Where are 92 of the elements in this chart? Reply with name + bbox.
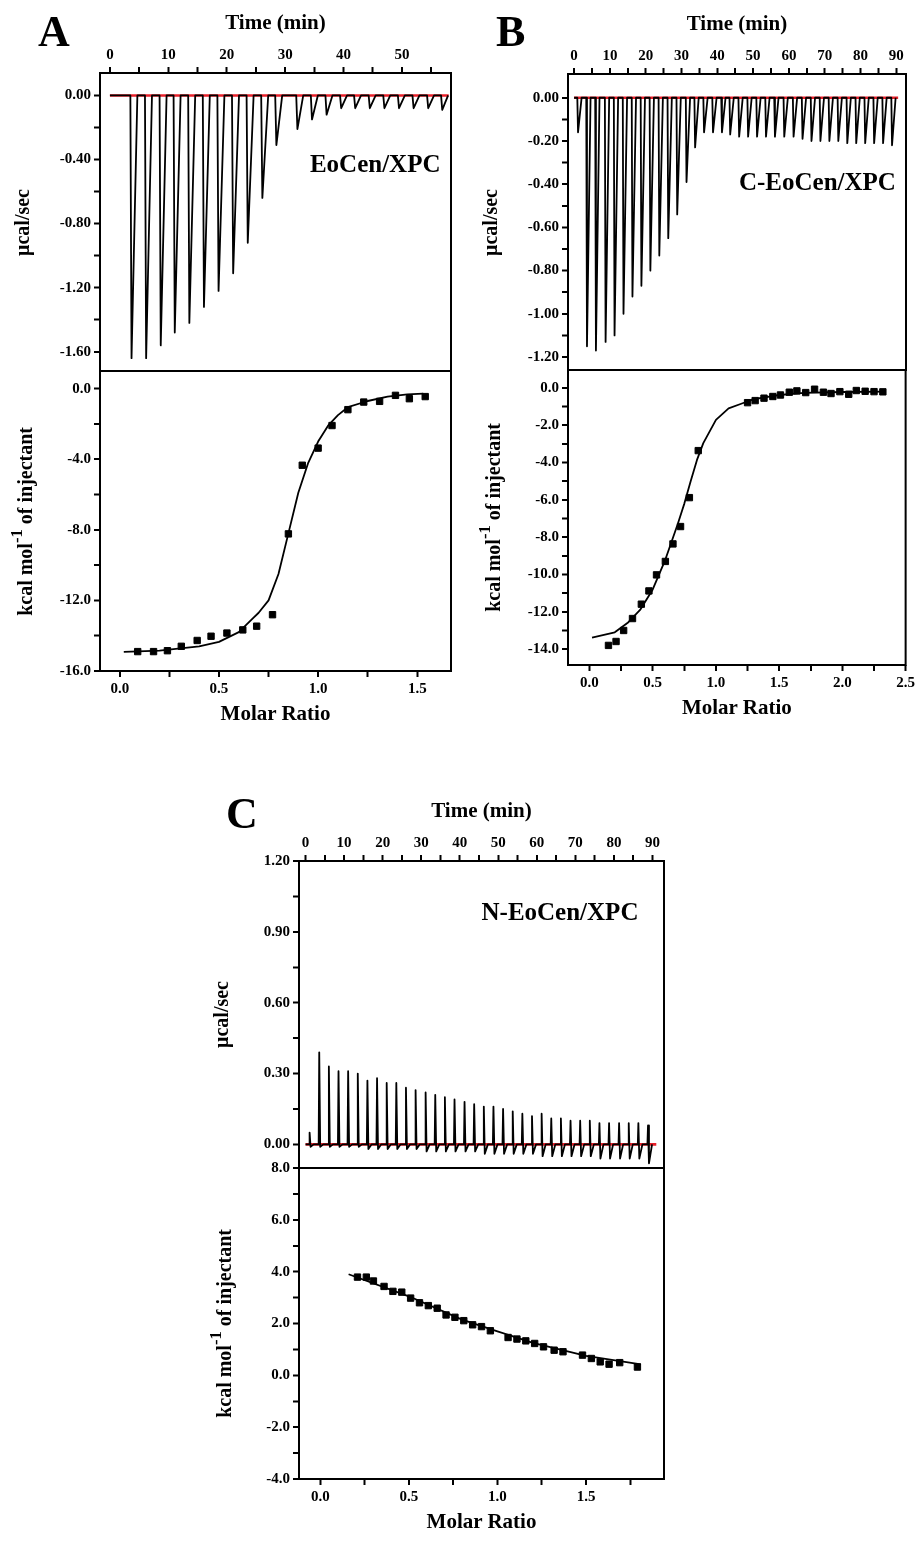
y-tick-label: -4.0 [535, 453, 559, 470]
x-tick-label: 50 [490, 833, 506, 850]
x-tick-label: 60 [529, 833, 545, 850]
y-tick-label: -10.0 [527, 565, 559, 582]
y-tick-label: 0.0 [271, 1366, 290, 1383]
y-tick-label: -8.0 [535, 528, 559, 545]
y-tick-label: 0.00 [64, 86, 91, 103]
y-tick-label: -0.80 [527, 261, 559, 278]
annotation: EoCen/XPC [309, 149, 441, 177]
y-tick-label: -4.0 [266, 1469, 290, 1486]
y-tick-label: 2.0 [271, 1314, 290, 1331]
y-tick-label: -2.0 [535, 416, 559, 433]
y-tick-label: 0.60 [263, 993, 290, 1010]
x-tick-label: 90 [888, 46, 904, 63]
chart-title: B [496, 7, 526, 56]
x-tick-label: 1.5 [407, 679, 427, 696]
y-tick-label: 4.0 [271, 1262, 290, 1279]
x-tick-label: 40 [709, 46, 725, 63]
x-tick-label: 50 [745, 46, 761, 63]
x-tick-label: 90 [644, 833, 660, 850]
annotation: C-EoCen/XPC [738, 167, 896, 195]
y-tick-label: -0.40 [527, 175, 559, 192]
y-tick-label: 0.90 [263, 922, 290, 939]
x-axis-title: Molar Ratio [681, 694, 792, 719]
y-tick-label: 0.0 [72, 379, 91, 396]
x-tick-label: 30 [413, 833, 429, 850]
x-tick-label: 1.5 [576, 1487, 596, 1504]
x-tick-label: 1.5 [769, 673, 789, 690]
y-axis-title: μcal/sec [10, 188, 34, 256]
y-tick-label: -1.60 [59, 342, 91, 359]
x-tick-label: 20 [375, 833, 391, 850]
x-tick-label: 50 [394, 45, 410, 62]
x-tick-label: 0.0 [580, 673, 599, 690]
x-tick-label: 0 [570, 46, 578, 63]
y-tick-label: -14.0 [527, 640, 559, 657]
y-tick-label: -1.00 [527, 304, 559, 321]
x-tick-label: 0.5 [209, 679, 229, 696]
x-tick-label: 0.0 [110, 679, 130, 696]
y-tick-label: -0.80 [59, 214, 91, 231]
y-tick-label: 0.00 [532, 88, 559, 105]
x-tick-label: 2.0 [833, 673, 852, 690]
x-axis-title: Molar Ratio [220, 700, 331, 725]
x-tick-label: 60 [781, 46, 797, 63]
y-tick-label: -2.0 [266, 1418, 290, 1435]
y-tick-label: -6.0 [535, 490, 559, 507]
y-tick-label: -1.20 [527, 347, 559, 364]
y-tick-label: 0.00 [263, 1135, 290, 1152]
y-tick-label: 8.0 [271, 1158, 290, 1175]
chart-title: C [226, 789, 258, 838]
x-tick-label: 10 [336, 833, 352, 850]
x-axis-title: Molar Ratio [426, 1508, 537, 1533]
x-axis-title: Time (min) [431, 798, 532, 823]
y-axis-title: μcal/sec [478, 188, 502, 256]
x-tick-label: 40 [452, 833, 468, 850]
x-tick-label: 0.0 [310, 1487, 330, 1504]
x-tick-label: 30 [277, 45, 293, 62]
y-tick-label: -0.60 [527, 218, 559, 235]
x-tick-label: 10 [160, 45, 176, 62]
y-tick-label: -1.20 [59, 278, 91, 295]
x-tick-label: 0.5 [643, 673, 663, 690]
x-axis-title: Time (min) [686, 11, 788, 36]
y-tick-label: 0.30 [263, 1064, 290, 1081]
y-axis-title: μcal/sec [209, 981, 233, 1048]
x-tick-label: 1.0 [488, 1487, 507, 1504]
y-tick-label: -4.0 [67, 450, 91, 467]
y-tick-label: 6.0 [271, 1210, 290, 1227]
x-tick-label: 80 [853, 46, 869, 63]
x-tick-label: 20 [219, 45, 235, 62]
x-tick-label: 70 [567, 833, 583, 850]
x-tick-label: 80 [606, 833, 622, 850]
x-tick-label: 1.0 [308, 679, 328, 696]
x-tick-label: 30 [674, 46, 689, 63]
x-tick-label: 0 [301, 833, 310, 850]
x-axis-title: Time (min) [225, 10, 326, 35]
y-tick-label: -12.0 [59, 591, 91, 608]
y-tick-label: -16.0 [59, 661, 91, 678]
y-tick-label: 1.20 [263, 851, 290, 868]
x-tick-label: 70 [817, 46, 833, 63]
x-tick-label: 0.5 [399, 1487, 419, 1504]
y-tick-label: -0.20 [527, 131, 559, 148]
x-tick-label: 10 [602, 46, 618, 63]
y-tick-label: -8.0 [67, 520, 91, 537]
chart-title: A [38, 7, 70, 56]
y-tick-label: 0.0 [540, 378, 559, 395]
x-tick-label: 1.0 [706, 673, 726, 690]
y-tick-label: -0.40 [59, 150, 91, 167]
x-tick-label: 20 [638, 46, 654, 63]
annotation: N-EoCen/XPC [481, 897, 639, 925]
x-tick-label: 0 [106, 45, 114, 62]
x-tick-label: 2.5 [896, 673, 915, 690]
x-tick-label: 40 [336, 45, 352, 62]
y-tick-label: -12.0 [527, 602, 559, 619]
